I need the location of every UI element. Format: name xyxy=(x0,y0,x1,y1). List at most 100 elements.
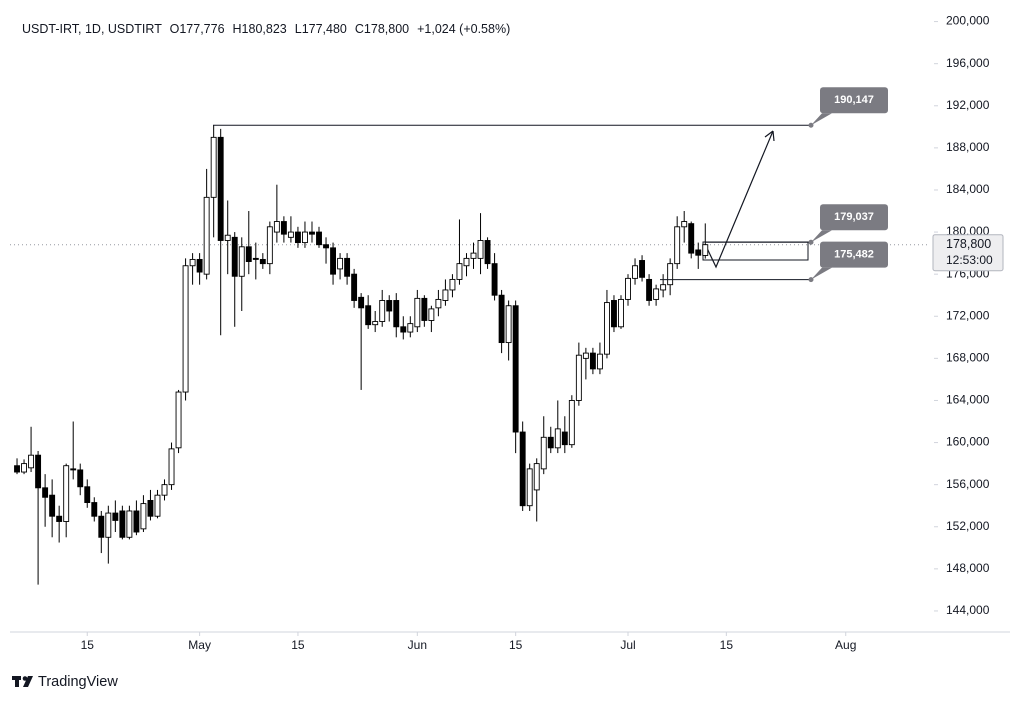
candle-body xyxy=(238,246,245,277)
candle-body xyxy=(386,300,393,312)
candle-body xyxy=(323,244,329,249)
y-tick-label: 148,000 xyxy=(946,561,990,575)
candle-body xyxy=(596,353,603,370)
candle-body xyxy=(266,226,273,265)
candle-body xyxy=(505,305,512,344)
candle-body xyxy=(512,305,519,433)
candle-body xyxy=(470,252,477,259)
candle-body xyxy=(561,431,568,446)
candle-body xyxy=(589,352,596,370)
candle-body xyxy=(35,454,42,489)
candle-body xyxy=(245,246,252,262)
candle-body xyxy=(603,302,610,355)
candle-body xyxy=(646,278,653,301)
candle-body xyxy=(695,249,702,256)
candle-body xyxy=(540,436,547,470)
candle-body xyxy=(77,469,84,488)
ohlc-change: +1,024 (+0.58%) xyxy=(417,22,510,36)
candle-body xyxy=(484,240,491,265)
candle-body xyxy=(400,326,407,333)
candle-body xyxy=(84,486,91,503)
candle-body xyxy=(449,278,456,291)
candle-body xyxy=(182,265,189,393)
ohlc-low: L177,480 xyxy=(295,22,347,36)
y-tick-label: 196,000 xyxy=(946,56,990,70)
candle-body xyxy=(660,284,667,291)
candle-body xyxy=(252,257,259,260)
candle-body xyxy=(133,510,140,533)
logo-dot xyxy=(22,676,28,681)
callout-pointer xyxy=(811,267,832,280)
candle-body xyxy=(435,298,442,309)
callout-box xyxy=(820,87,888,114)
candle-body xyxy=(70,468,77,471)
candle-body xyxy=(231,236,238,277)
candle-body xyxy=(337,257,344,270)
candle-body xyxy=(639,260,646,278)
candle-body xyxy=(463,257,470,267)
candle-body xyxy=(21,463,27,473)
x-tick-label: Aug xyxy=(835,638,856,652)
projection-arrow xyxy=(704,130,774,269)
candle-body xyxy=(533,463,540,491)
candle-body xyxy=(126,510,133,538)
candle-body xyxy=(379,300,386,322)
candle-body xyxy=(498,294,505,344)
candle-body xyxy=(582,352,589,359)
candle-body xyxy=(280,221,287,235)
candle-body xyxy=(119,510,126,538)
candle-body xyxy=(526,468,533,507)
logo-stem xyxy=(15,676,19,687)
candle-body xyxy=(688,223,695,254)
candle-body xyxy=(421,297,428,321)
y-tick-label: 192,000 xyxy=(946,98,990,112)
candle-body xyxy=(372,321,379,326)
ohlc-high: H180,823 xyxy=(233,22,287,36)
candle-body xyxy=(63,465,70,522)
candle-body xyxy=(442,289,449,301)
candle-body xyxy=(294,231,301,244)
candle-body xyxy=(414,297,421,328)
logo-slash xyxy=(23,676,33,687)
brand-name: TradingView xyxy=(38,674,118,690)
callout-label: 190,147 xyxy=(834,94,874,106)
candle-body xyxy=(273,221,280,233)
candle-body xyxy=(203,196,210,275)
y-tick-label: 164,000 xyxy=(946,393,990,407)
candle-body xyxy=(210,136,217,198)
candle-body xyxy=(316,231,322,246)
y-tick-label: 200,000 xyxy=(946,14,990,28)
y-tick-label: 188,000 xyxy=(946,140,990,154)
candle-body xyxy=(196,258,203,273)
candle-body xyxy=(49,494,56,517)
candle-body xyxy=(189,258,196,267)
callout-box xyxy=(820,204,888,231)
x-tick-label: May xyxy=(188,638,211,652)
candle-body xyxy=(702,244,709,256)
candle-body xyxy=(674,226,681,265)
candle-body xyxy=(393,300,400,328)
candle-body xyxy=(217,136,224,241)
candle-body xyxy=(112,512,119,521)
candle-body xyxy=(554,428,561,449)
y-tick-label: 160,000 xyxy=(946,435,990,449)
candle-body xyxy=(618,298,624,328)
candle-body xyxy=(309,231,315,235)
y-tick-label: 168,000 xyxy=(946,351,990,365)
candle-body xyxy=(91,502,98,517)
candle-body xyxy=(611,300,617,328)
candle-body xyxy=(147,499,154,517)
x-tick-label: Jun xyxy=(408,638,427,652)
callout-label: 175,482 xyxy=(834,249,874,261)
candle-body xyxy=(667,263,674,286)
y-tick-label: 152,000 xyxy=(946,519,990,533)
x-tick-label: 15 xyxy=(509,638,523,652)
candle-body xyxy=(105,512,112,538)
candle-body xyxy=(568,400,575,446)
candle-body xyxy=(519,431,526,507)
y-tick-label: 156,000 xyxy=(946,477,990,491)
candle-body xyxy=(407,323,414,333)
candle-body xyxy=(302,231,308,244)
